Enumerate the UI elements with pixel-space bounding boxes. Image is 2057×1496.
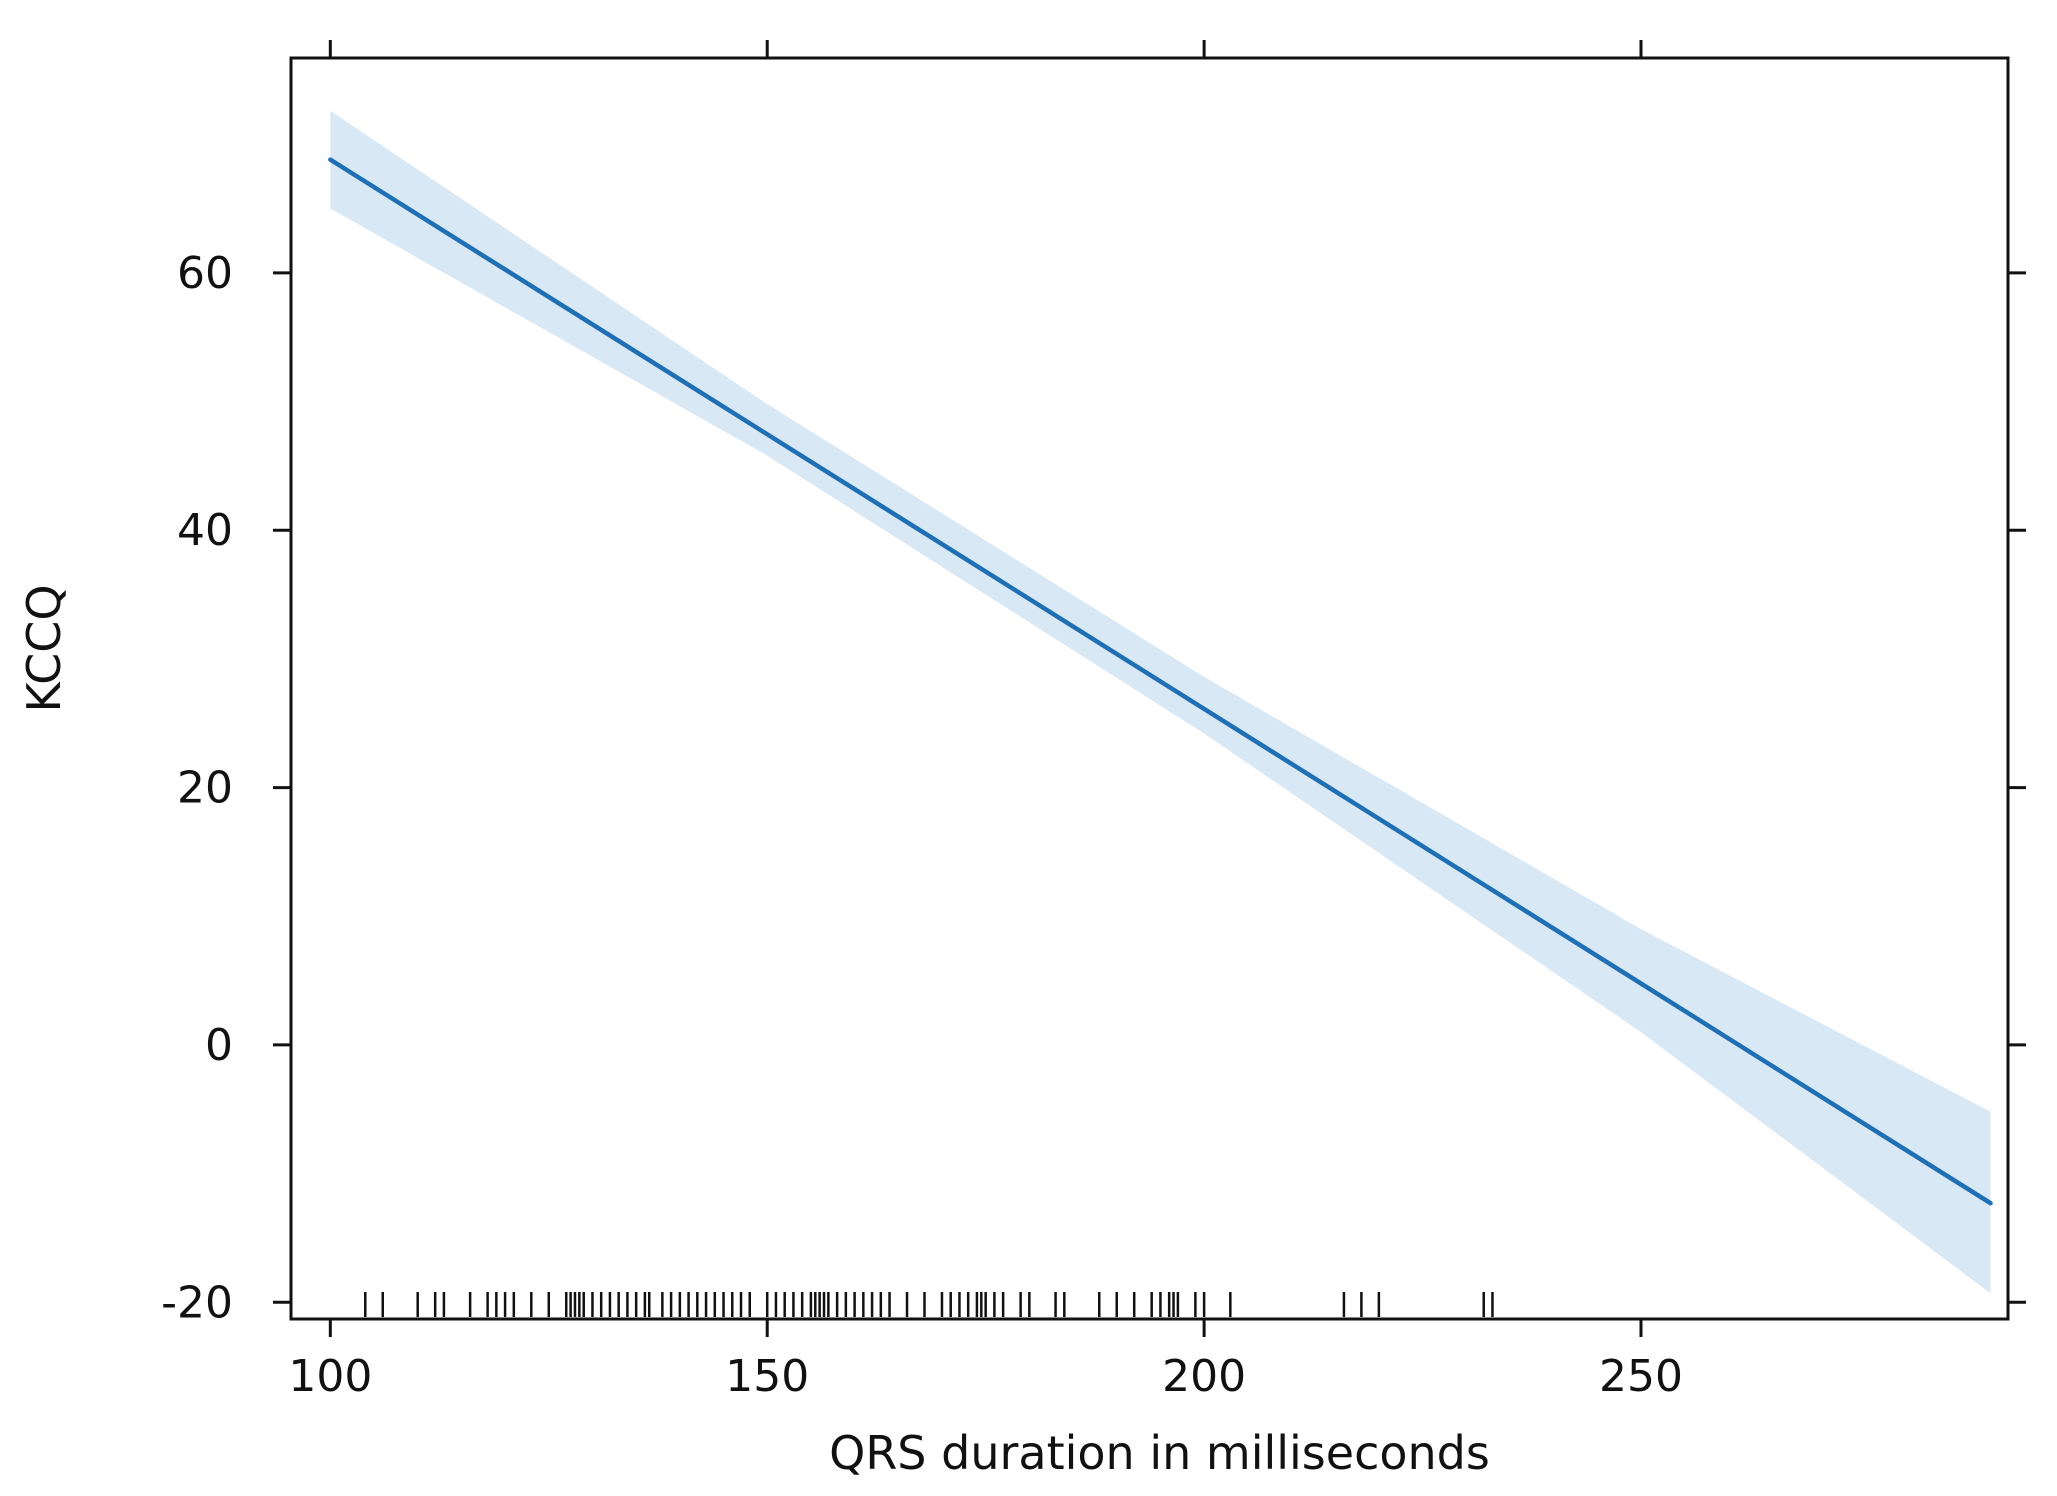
x-axis-title: QRS duration in milliseconds [829,1426,1490,1480]
plot-frame [289,56,2010,1321]
y-tick-label: -20 [161,1277,233,1328]
y-axis-title: KCCQ [17,584,71,712]
y-tick-label: 0 [205,1020,233,1071]
confidence-band-layer [330,110,1991,1294]
y-tick-label: 60 [177,248,233,299]
x-axis-ticks: 100 150 200 250 [288,40,1683,1402]
y-tick-label: 40 [177,505,233,556]
fit-line [328,157,1993,1206]
x-tick-label: 100 [288,1351,372,1402]
fit-line-layer [328,157,1993,1206]
y-tick-label: 20 [177,763,233,814]
x-tick-label: 150 [725,1351,809,1402]
x-tick-label: 200 [1162,1351,1246,1402]
x-tick-label: 250 [1599,1351,1683,1402]
confidence-band [330,110,1991,1294]
rug-layer [364,1292,1494,1317]
y-axis-ticks: -20 0 20 40 60 [161,248,2026,1328]
